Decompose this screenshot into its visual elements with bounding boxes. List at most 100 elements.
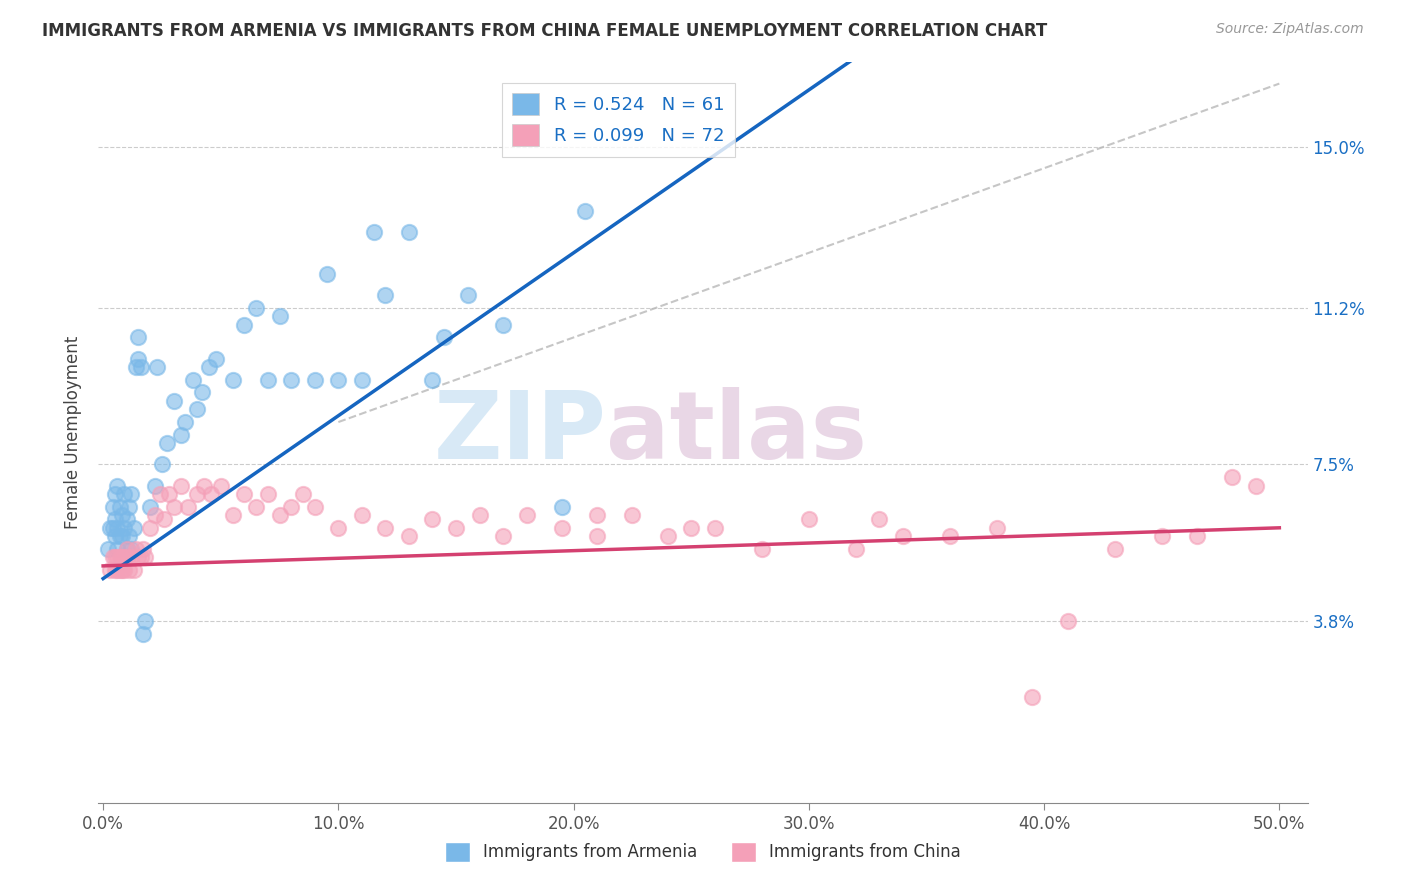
Point xyxy=(350,508,373,522)
Point xyxy=(245,301,267,315)
Point xyxy=(221,508,243,522)
Point xyxy=(104,563,127,577)
Point xyxy=(245,500,267,514)
Point xyxy=(200,487,222,501)
Point xyxy=(115,550,138,565)
Point xyxy=(797,512,820,526)
Point xyxy=(939,529,962,543)
Point xyxy=(198,359,221,374)
Point xyxy=(104,529,127,543)
Point xyxy=(657,529,679,543)
Point xyxy=(112,521,135,535)
Point xyxy=(516,508,538,522)
Point xyxy=(127,330,149,344)
Point xyxy=(350,373,373,387)
Point xyxy=(115,512,138,526)
Point xyxy=(304,500,326,514)
Legend: R = 0.524   N = 61, R = 0.099   N = 72: R = 0.524 N = 61, R = 0.099 N = 72 xyxy=(502,83,735,157)
Point xyxy=(186,487,208,501)
Point xyxy=(398,529,420,543)
Point xyxy=(551,521,574,535)
Point xyxy=(112,550,135,565)
Point xyxy=(1185,529,1208,543)
Text: IMMIGRANTS FROM ARMENIA VS IMMIGRANTS FROM CHINA FEMALE UNEMPLOYMENT CORRELATION: IMMIGRANTS FROM ARMENIA VS IMMIGRANTS FR… xyxy=(42,22,1047,40)
Point xyxy=(1150,529,1173,543)
Point xyxy=(125,359,148,374)
Point xyxy=(101,550,124,565)
Point xyxy=(108,500,131,514)
Point xyxy=(1056,614,1078,628)
Point xyxy=(374,521,396,535)
Point xyxy=(374,288,396,302)
Point xyxy=(122,563,145,577)
Point xyxy=(1220,470,1243,484)
Point xyxy=(221,373,243,387)
Point xyxy=(170,478,193,492)
Point xyxy=(457,288,479,302)
Point xyxy=(422,373,444,387)
Point xyxy=(143,478,166,492)
Point xyxy=(492,318,515,332)
Point xyxy=(586,508,609,522)
Point xyxy=(363,225,385,239)
Point xyxy=(233,318,256,332)
Point xyxy=(433,330,456,344)
Point xyxy=(98,563,121,577)
Point xyxy=(104,487,127,501)
Text: ZIP: ZIP xyxy=(433,386,606,479)
Point xyxy=(181,373,204,387)
Point xyxy=(101,521,124,535)
Point xyxy=(97,541,120,556)
Point xyxy=(105,478,128,492)
Point xyxy=(98,521,121,535)
Point xyxy=(574,203,596,218)
Point xyxy=(104,512,127,526)
Point xyxy=(398,225,420,239)
Point xyxy=(101,500,124,514)
Point xyxy=(170,427,193,442)
Point xyxy=(115,541,138,556)
Point xyxy=(118,529,141,543)
Point xyxy=(205,351,228,366)
Point xyxy=(174,415,197,429)
Point xyxy=(149,487,172,501)
Point xyxy=(292,487,315,501)
Point xyxy=(586,529,609,543)
Point xyxy=(269,310,291,324)
Point xyxy=(120,541,142,556)
Point xyxy=(108,563,131,577)
Point xyxy=(269,508,291,522)
Text: atlas: atlas xyxy=(606,386,868,479)
Point xyxy=(256,487,278,501)
Point xyxy=(122,521,145,535)
Point xyxy=(115,541,138,556)
Point xyxy=(111,563,134,577)
Y-axis label: Female Unemployment: Female Unemployment xyxy=(65,336,83,529)
Point xyxy=(127,351,149,366)
Point xyxy=(256,373,278,387)
Text: Source: ZipAtlas.com: Source: ZipAtlas.com xyxy=(1216,22,1364,37)
Point xyxy=(422,512,444,526)
Point xyxy=(986,521,1008,535)
Point xyxy=(280,373,302,387)
Point xyxy=(105,550,128,565)
Point xyxy=(104,550,127,565)
Point xyxy=(105,521,128,535)
Point xyxy=(163,393,186,408)
Point xyxy=(112,563,135,577)
Point xyxy=(845,541,868,556)
Point xyxy=(118,563,141,577)
Point xyxy=(132,626,155,640)
Point xyxy=(129,359,152,374)
Point xyxy=(108,529,131,543)
Point xyxy=(1244,478,1267,492)
Point xyxy=(153,512,176,526)
Point xyxy=(120,550,142,565)
Point xyxy=(120,487,142,501)
Point xyxy=(468,508,491,522)
Point xyxy=(134,614,156,628)
Point xyxy=(125,541,148,556)
Point xyxy=(315,267,337,281)
Point xyxy=(139,500,162,514)
Point xyxy=(304,373,326,387)
